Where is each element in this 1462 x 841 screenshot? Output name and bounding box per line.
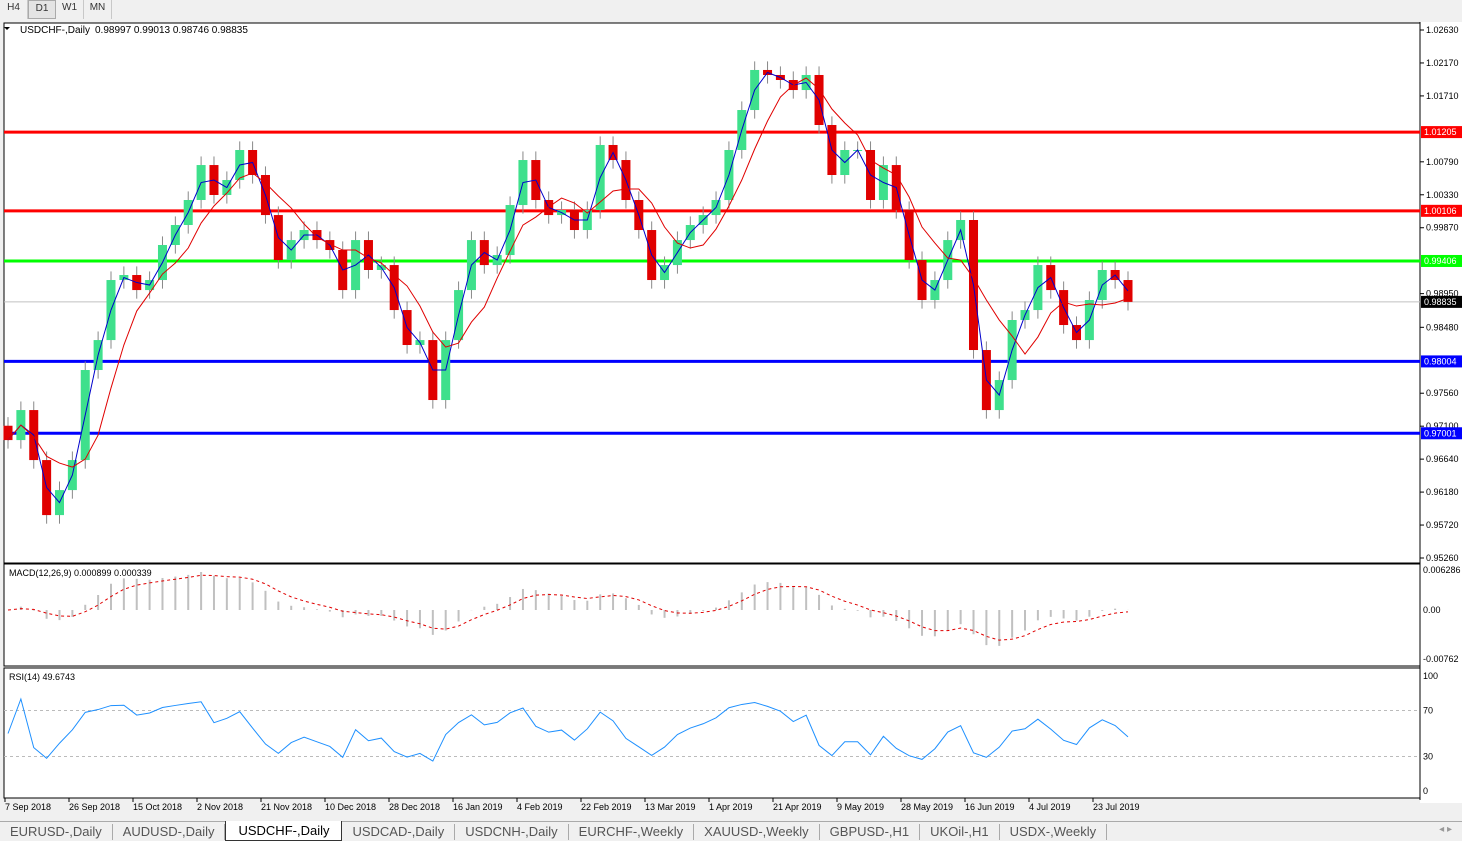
level-price-tag xyxy=(1421,126,1462,139)
price-tick-label: 0.98950 xyxy=(1426,289,1459,299)
rsi-tick-label: 0 xyxy=(1423,786,1428,796)
date-label: 26 Sep 2018 xyxy=(69,802,120,812)
chart-title: USDCHF-,Daily xyxy=(20,25,90,36)
price-tick-label: 0.95720 xyxy=(1426,520,1459,530)
rsi-label: RSI(14) 49.6743 xyxy=(9,672,75,682)
main-pane xyxy=(3,22,1421,564)
rsi-tick-label: 70 xyxy=(1423,706,1433,716)
price-tick-label: 1.00790 xyxy=(1426,157,1459,167)
price-tick-label: 0.97100 xyxy=(1426,421,1459,431)
date-label: 15 Oct 2018 xyxy=(133,802,182,812)
date-label: 22 Feb 2019 xyxy=(581,802,632,812)
date-label: 28 May 2019 xyxy=(901,802,953,812)
date-label: 13 Mar 2019 xyxy=(645,802,696,812)
level-price-label: 1.00106 xyxy=(1424,206,1457,216)
date-label: 28 Dec 2018 xyxy=(389,802,440,812)
price-tick-label: 1.02630 xyxy=(1426,25,1459,35)
dropdown-arrow-icon[interactable] xyxy=(4,27,10,30)
symbol-tab[interactable]: USDCNH-,Daily xyxy=(455,824,569,840)
date-label: 21 Nov 2018 xyxy=(261,802,312,812)
level-price-label: 0.97001 xyxy=(1424,428,1457,438)
price-tick-label: 1.02170 xyxy=(1426,58,1459,68)
symbol-tab[interactable]: USDCHF-,Daily xyxy=(225,821,343,841)
symbol-tab[interactable]: XAUUSD-,Weekly xyxy=(694,824,820,840)
rsi-line xyxy=(7,697,1129,762)
current-price-tag xyxy=(1421,295,1462,308)
symbol-tab[interactable]: EURCHF-,Weekly xyxy=(569,824,695,840)
price-tick-label: 0.98480 xyxy=(1426,322,1459,332)
chart-ohlc: 0.98997 0.99013 0.98746 0.98835 xyxy=(95,25,248,36)
macd-pane xyxy=(3,563,1421,667)
timeframe-d1[interactable]: D1 xyxy=(28,0,56,19)
date-label: 7 Sep 2018 xyxy=(5,802,51,812)
symbol-tab[interactable]: USDCAD-,Daily xyxy=(342,824,456,840)
level-price-tag xyxy=(1421,427,1462,440)
macd-tick-label: 0.006286 xyxy=(1423,565,1461,575)
rsi-tick-label: 100 xyxy=(1423,671,1438,681)
symbol-tab[interactable]: EURUSD-,Daily xyxy=(0,824,113,840)
price-tick-label: 0.96180 xyxy=(1426,487,1459,497)
rsi-pane xyxy=(3,667,1421,799)
price-tick-label: 1.00330 xyxy=(1426,190,1459,200)
level-price-tag xyxy=(1421,254,1462,267)
symbol-tabs: EURUSD-,Daily AUDUSD-,Daily USDCHF-,Daily U… xyxy=(0,821,1462,841)
slow-moving-average-line xyxy=(7,77,1129,468)
date-label: 16 Jun 2019 xyxy=(965,802,1015,812)
price-tick-label: 0.99870 xyxy=(1426,223,1459,233)
symbol-tab[interactable]: USDX-,Weekly xyxy=(1000,824,1108,840)
level-price-label: 0.99406 xyxy=(1424,256,1457,266)
date-label: 9 May 2019 xyxy=(837,802,884,812)
date-label: 23 Jul 2019 xyxy=(1093,802,1140,812)
fast-moving-average-line xyxy=(7,71,1129,504)
date-label: 21 Apr 2019 xyxy=(773,802,822,812)
level-price-tag xyxy=(1421,355,1462,368)
price-tick-label: 1.01710 xyxy=(1426,91,1459,101)
macd-label: MACD(12,26,9) 0.000899 0.000339 xyxy=(9,568,152,578)
date-label: 2 Nov 2018 xyxy=(197,802,243,812)
price-tick-label: 0.97560 xyxy=(1426,388,1459,398)
macd-signal-line xyxy=(7,574,1129,641)
timeframe-mn[interactable]: MN xyxy=(84,0,112,19)
timeframe-h4[interactable]: H4 xyxy=(0,0,28,19)
timeframe-w1[interactable]: W1 xyxy=(56,0,84,19)
price-tick-label: 0.96640 xyxy=(1426,454,1459,464)
price-chart[interactable]: 1.02630 1.02170 1.01710 1.00790 1.00330 0.998… xyxy=(0,19,1462,821)
macd-tick-label: -0.00762 xyxy=(1423,654,1459,664)
tab-scroll-arrows[interactable]: ◂ ▸ xyxy=(1439,824,1452,835)
macd-tick-label: 0.00 xyxy=(1423,605,1441,615)
date-label: 1 Apr 2019 xyxy=(709,802,753,812)
current-price-label: 0.98835 xyxy=(1424,297,1457,307)
symbol-tab[interactable]: AUDUSD-,Daily xyxy=(113,824,226,840)
timeframe-toolbar: H4 D1 W1 MN xyxy=(0,0,112,19)
date-label: 4 Feb 2019 xyxy=(517,802,563,812)
level-price-tag xyxy=(1421,204,1462,217)
symbol-tab[interactable]: GBPUSD-,H1 xyxy=(820,824,921,840)
candle xyxy=(3,425,13,441)
level-price-label: 1.01205 xyxy=(1424,127,1457,137)
price-axis xyxy=(1420,22,1462,803)
date-label: 16 Jan 2019 xyxy=(453,802,503,812)
date-label: 10 Dec 2018 xyxy=(325,802,376,812)
level-price-label: 0.98004 xyxy=(1424,356,1457,366)
rsi-tick-label: 30 xyxy=(1423,752,1433,762)
date-label: 4 Jul 2019 xyxy=(1029,802,1071,812)
price-tick-label: 0.95260 xyxy=(1426,553,1459,563)
symbol-tab[interactable]: UKOil-,H1 xyxy=(920,824,1000,840)
